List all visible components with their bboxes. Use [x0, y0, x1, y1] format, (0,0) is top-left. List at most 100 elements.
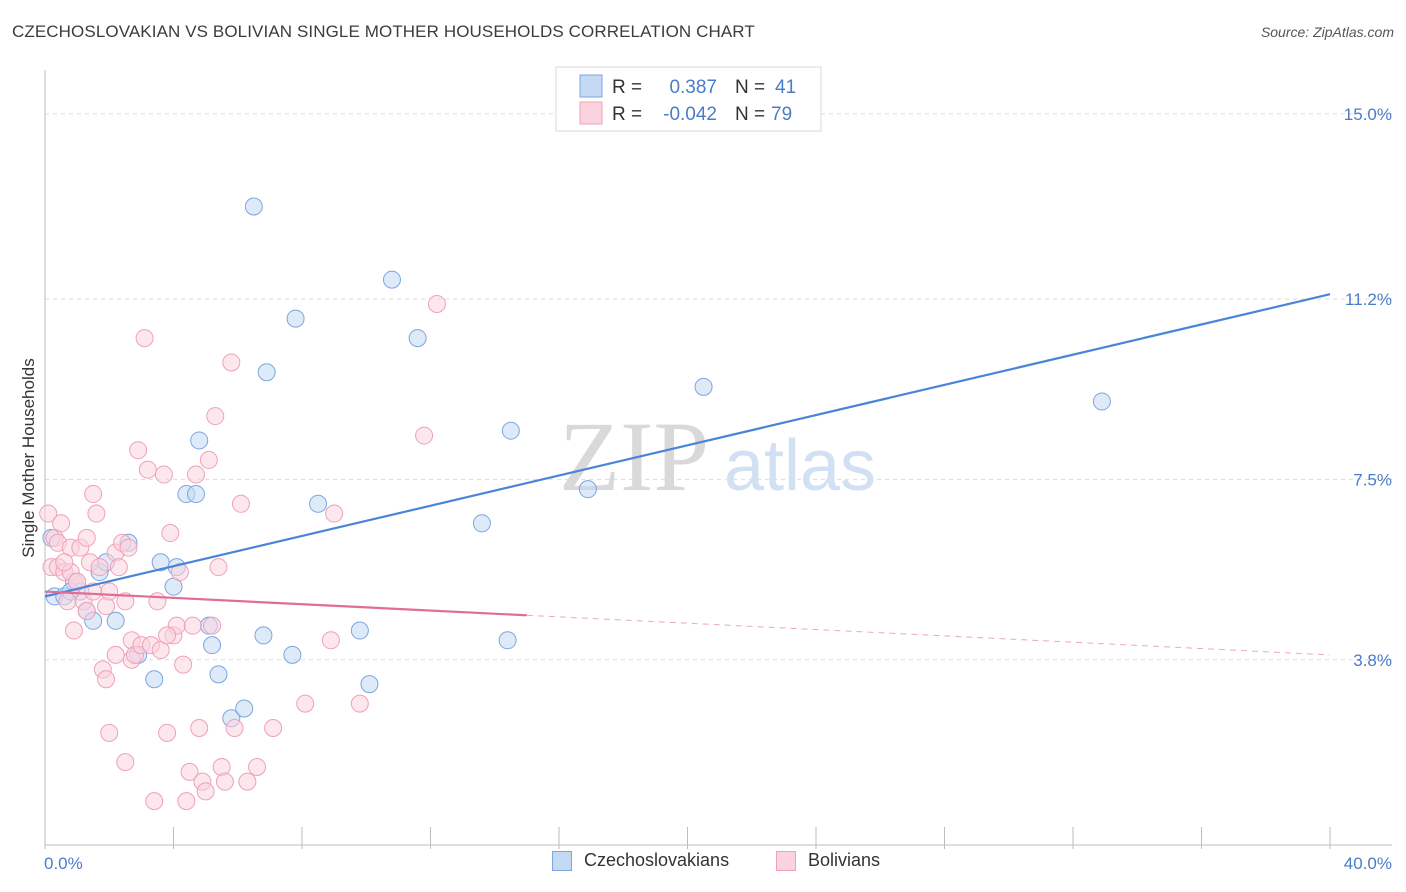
- data-point: [231, 494, 250, 513]
- data-point: [427, 294, 446, 313]
- data-point: [186, 485, 205, 504]
- data-point: [116, 592, 135, 611]
- data-point: [472, 514, 491, 533]
- data-point: [350, 621, 369, 640]
- legend-r-value: -0.042: [663, 104, 717, 125]
- chart-title: CZECHOSLOVAKIAN VS BOLIVIAN SINGLE MOTHE…: [12, 22, 755, 41]
- data-point: [55, 553, 74, 572]
- data-point: [148, 592, 167, 611]
- y-tick-label: 15.0%: [1344, 105, 1392, 124]
- data-point: [254, 626, 273, 645]
- data-point: [109, 558, 128, 577]
- data-point: [64, 621, 83, 640]
- data-point: [183, 616, 202, 635]
- data-points: [39, 197, 1111, 811]
- data-point: [203, 616, 222, 635]
- data-point: [158, 723, 177, 742]
- data-point: [100, 723, 119, 742]
- data-point: [119, 538, 138, 557]
- data-point: [578, 480, 597, 499]
- data-point: [39, 504, 58, 523]
- axes: [44, 70, 1392, 849]
- data-point: [190, 719, 209, 738]
- data-point: [203, 636, 222, 655]
- legend-swatch: [552, 850, 572, 871]
- y-tick-label: 11.2%: [1345, 290, 1392, 309]
- data-point: [180, 762, 199, 781]
- data-point: [248, 758, 267, 777]
- data-point: [154, 465, 173, 484]
- data-point: [129, 441, 148, 460]
- data-point: [325, 504, 344, 523]
- data-point: [145, 670, 164, 689]
- y-tick-label: 7.5%: [1353, 470, 1392, 489]
- data-point: [199, 450, 218, 469]
- data-point: [209, 665, 228, 684]
- data-point: [170, 563, 189, 582]
- data-point: [408, 329, 427, 348]
- x-tick-label: 0.0%: [44, 854, 83, 873]
- legend-label: Bolivians: [808, 850, 881, 870]
- data-point: [215, 772, 234, 791]
- data-point: [321, 631, 340, 650]
- data-point: [106, 645, 125, 664]
- data-point: [190, 431, 209, 450]
- trend-lines: [44, 293, 1331, 656]
- data-point: [77, 602, 96, 621]
- data-point: [77, 528, 96, 547]
- data-point: [415, 426, 434, 445]
- series-legend: Czechoslovakians Bolivians: [0, 850, 1406, 878]
- legend-r-value: 0.387: [669, 77, 717, 98]
- data-point: [135, 329, 154, 348]
- data-point: [360, 675, 379, 694]
- legend-item-bolivians: Bolivians: [776, 850, 880, 871]
- data-point: [296, 694, 315, 713]
- data-point: [283, 645, 302, 664]
- data-point: [90, 558, 109, 577]
- legend-n-label: N =: [735, 77, 765, 98]
- data-point: [244, 197, 263, 216]
- data-point: [87, 504, 106, 523]
- data-point: [286, 309, 305, 328]
- data-point: [106, 611, 125, 630]
- data-point: [382, 270, 401, 289]
- gridlines: [45, 113, 1392, 661]
- data-point: [84, 582, 103, 601]
- data-point: [209, 558, 228, 577]
- data-point: [694, 377, 713, 396]
- data-point: [52, 514, 71, 533]
- data-point: [225, 719, 244, 738]
- trend-line-extension: [526, 614, 1331, 656]
- watermark: ZIP atlas: [559, 401, 876, 512]
- legend-item-czechoslovakians: Czechoslovakians: [552, 850, 729, 871]
- watermark-atlas: atlas: [724, 426, 876, 506]
- legend-n-label: N =: [735, 104, 765, 125]
- data-point: [138, 460, 157, 479]
- legend-n-value: 41: [775, 77, 796, 98]
- data-point: [350, 694, 369, 713]
- data-point: [257, 363, 276, 382]
- data-point: [212, 758, 231, 777]
- data-point: [238, 772, 257, 791]
- data-point: [68, 572, 87, 591]
- legend-n-value: 79: [771, 104, 792, 125]
- data-point: [158, 626, 177, 645]
- data-point: [222, 353, 241, 372]
- source-label: Source: ZipAtlas.com: [1260, 24, 1394, 40]
- data-point: [97, 597, 116, 616]
- trend-line: [44, 293, 1331, 598]
- data-point: [309, 494, 328, 513]
- legend-swatch-bolivians: [579, 101, 603, 125]
- data-point: [177, 792, 196, 811]
- y-tick-label: 3.8%: [1353, 651, 1392, 670]
- data-point: [100, 582, 119, 601]
- data-point: [161, 524, 180, 543]
- legend-r-label: R =: [612, 104, 642, 125]
- y-tick-labels: 3.8% 7.5% 11.2% 15.0%: [1344, 105, 1392, 670]
- x-tick-label: 40.0%: [1344, 854, 1392, 873]
- data-point: [498, 631, 517, 650]
- data-point: [264, 719, 283, 738]
- correlation-legend: R = 0.387 N = 41 R = -0.042 N = 79: [555, 66, 822, 132]
- data-point: [145, 792, 164, 811]
